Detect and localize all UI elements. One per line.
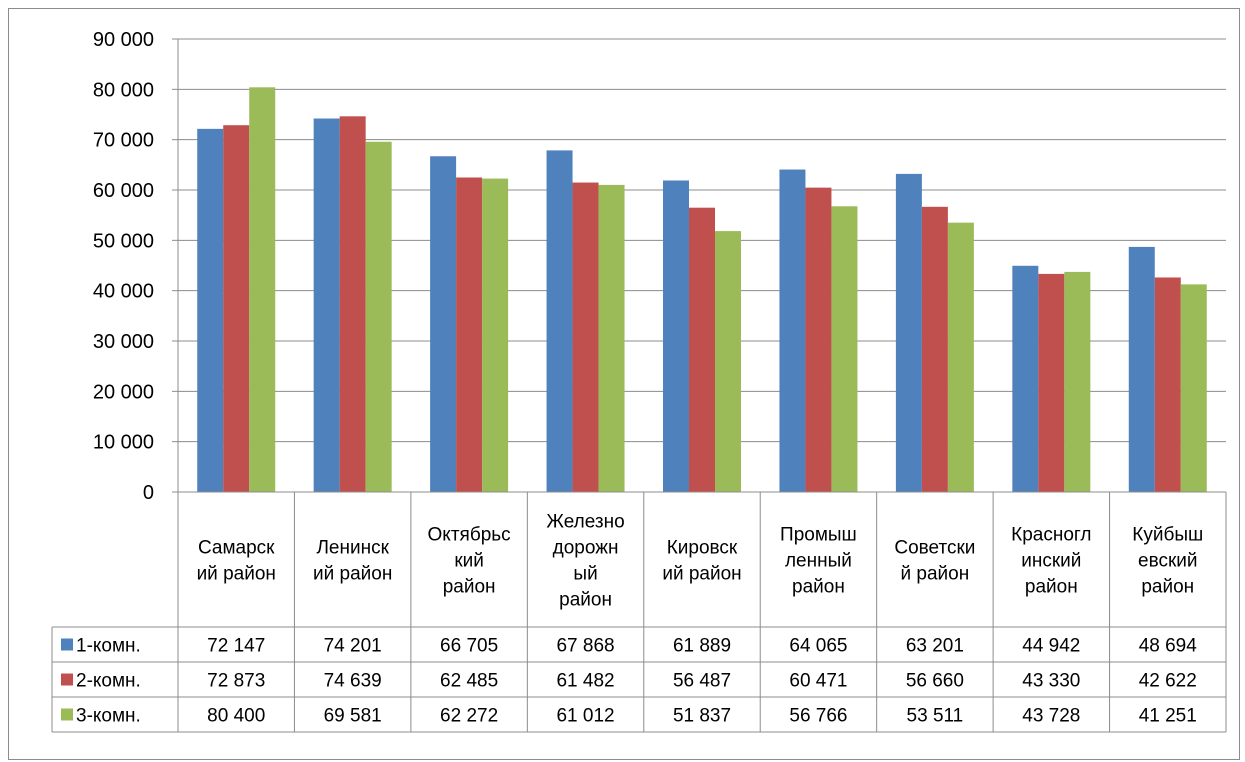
y-tick-label: 50 000 bbox=[93, 230, 154, 252]
y-tick-label: 70 000 bbox=[93, 130, 154, 152]
data-label: 61 482 bbox=[556, 671, 614, 692]
data-label: 48 694 bbox=[1139, 636, 1198, 657]
bar-2 bbox=[339, 116, 366, 493]
bar-1 bbox=[1012, 265, 1039, 492]
data-label: 56 660 bbox=[906, 671, 964, 692]
data-label: 72 147 bbox=[207, 636, 265, 657]
bar-3 bbox=[249, 87, 276, 492]
data-label: 69 581 bbox=[324, 706, 382, 727]
data-label: 44 942 bbox=[1022, 636, 1080, 657]
data-label: 41 251 bbox=[1139, 706, 1197, 727]
bar-1 bbox=[546, 150, 573, 492]
data-label: 53 511 bbox=[907, 706, 964, 727]
y-tick-label: 90 000 bbox=[93, 29, 154, 51]
bar-2 bbox=[805, 187, 832, 492]
bar-2 bbox=[572, 182, 599, 493]
bar-2 bbox=[1154, 277, 1181, 492]
data-label: 62 272 bbox=[440, 706, 498, 727]
category-label: Самарск ий район bbox=[197, 538, 276, 585]
y-tick-label: 60 000 bbox=[93, 180, 154, 202]
data-label: 64 065 bbox=[789, 636, 847, 657]
y-tick-label: 0 bbox=[143, 482, 154, 504]
data-label: 66 705 bbox=[440, 636, 498, 657]
bar-2 bbox=[456, 177, 483, 492]
bar-1 bbox=[663, 180, 689, 492]
data-label: 56 487 bbox=[673, 671, 731, 692]
data-label: 62 485 bbox=[440, 671, 498, 692]
y-tick-label: 20 000 bbox=[93, 381, 154, 403]
category-label: Куйбыш евский район bbox=[1132, 525, 1203, 598]
category-label: Советски й район bbox=[894, 538, 975, 585]
data-label: 61 012 bbox=[556, 706, 614, 727]
legend-key-2 bbox=[61, 673, 73, 686]
bar-3 bbox=[831, 206, 858, 492]
bar-1 bbox=[1128, 246, 1155, 492]
data-label: 67 868 bbox=[556, 636, 614, 657]
bar-2 bbox=[1038, 273, 1065, 492]
bar-3 bbox=[715, 231, 741, 492]
data-label: 61 889 bbox=[673, 636, 731, 657]
bar-1 bbox=[197, 128, 224, 492]
y-tick-label: 80 000 bbox=[93, 79, 154, 101]
category-label: Красногл инский район bbox=[1011, 525, 1091, 598]
data-label: 56 766 bbox=[789, 706, 847, 727]
series-name: 3-комн. bbox=[76, 706, 141, 727]
category-label: Железно дорожн ый район bbox=[546, 512, 624, 611]
category-label: Ленинск ий район bbox=[313, 538, 392, 585]
bar-3 bbox=[947, 222, 974, 492]
bar-1 bbox=[779, 169, 806, 493]
series-name: 1-комн. bbox=[76, 636, 141, 657]
y-tick-label: 40 000 bbox=[93, 281, 154, 303]
data-label: 63 201 bbox=[906, 636, 964, 657]
bar-3 bbox=[1180, 284, 1207, 492]
bar-1 bbox=[895, 173, 922, 492]
bar-1 bbox=[430, 156, 457, 492]
category-label: Октябрьс кий район bbox=[428, 525, 511, 598]
bar-3 bbox=[1064, 271, 1091, 492]
bar-1 bbox=[313, 118, 340, 492]
bar-3 bbox=[598, 184, 625, 493]
data-label: 80 400 bbox=[207, 706, 265, 727]
data-label: 42 622 bbox=[1139, 671, 1197, 692]
legend-key-3 bbox=[61, 708, 73, 721]
bar-2 bbox=[223, 125, 250, 492]
data-label: 43 330 bbox=[1022, 671, 1080, 692]
bar-3 bbox=[482, 178, 509, 492]
y-tick-label: 10 000 bbox=[93, 432, 154, 454]
bar-3 bbox=[365, 141, 392, 492]
category-label: Кировск ий район bbox=[662, 538, 741, 585]
y-tick-label: 30 000 bbox=[93, 331, 154, 353]
data-label: 72 873 bbox=[207, 671, 265, 692]
data-label: 51 837 bbox=[673, 706, 731, 727]
series-name: 2-комн. bbox=[76, 671, 141, 692]
data-label: 74 639 bbox=[324, 671, 382, 692]
bar-2 bbox=[921, 206, 948, 492]
data-label: 74 201 bbox=[324, 636, 382, 657]
data-label: 43 728 bbox=[1022, 706, 1080, 727]
data-label: 60 471 bbox=[789, 671, 847, 692]
category-label: Промыш ленный район bbox=[780, 525, 857, 598]
bar-2 bbox=[689, 207, 715, 492]
legend-key-1 bbox=[61, 638, 73, 651]
